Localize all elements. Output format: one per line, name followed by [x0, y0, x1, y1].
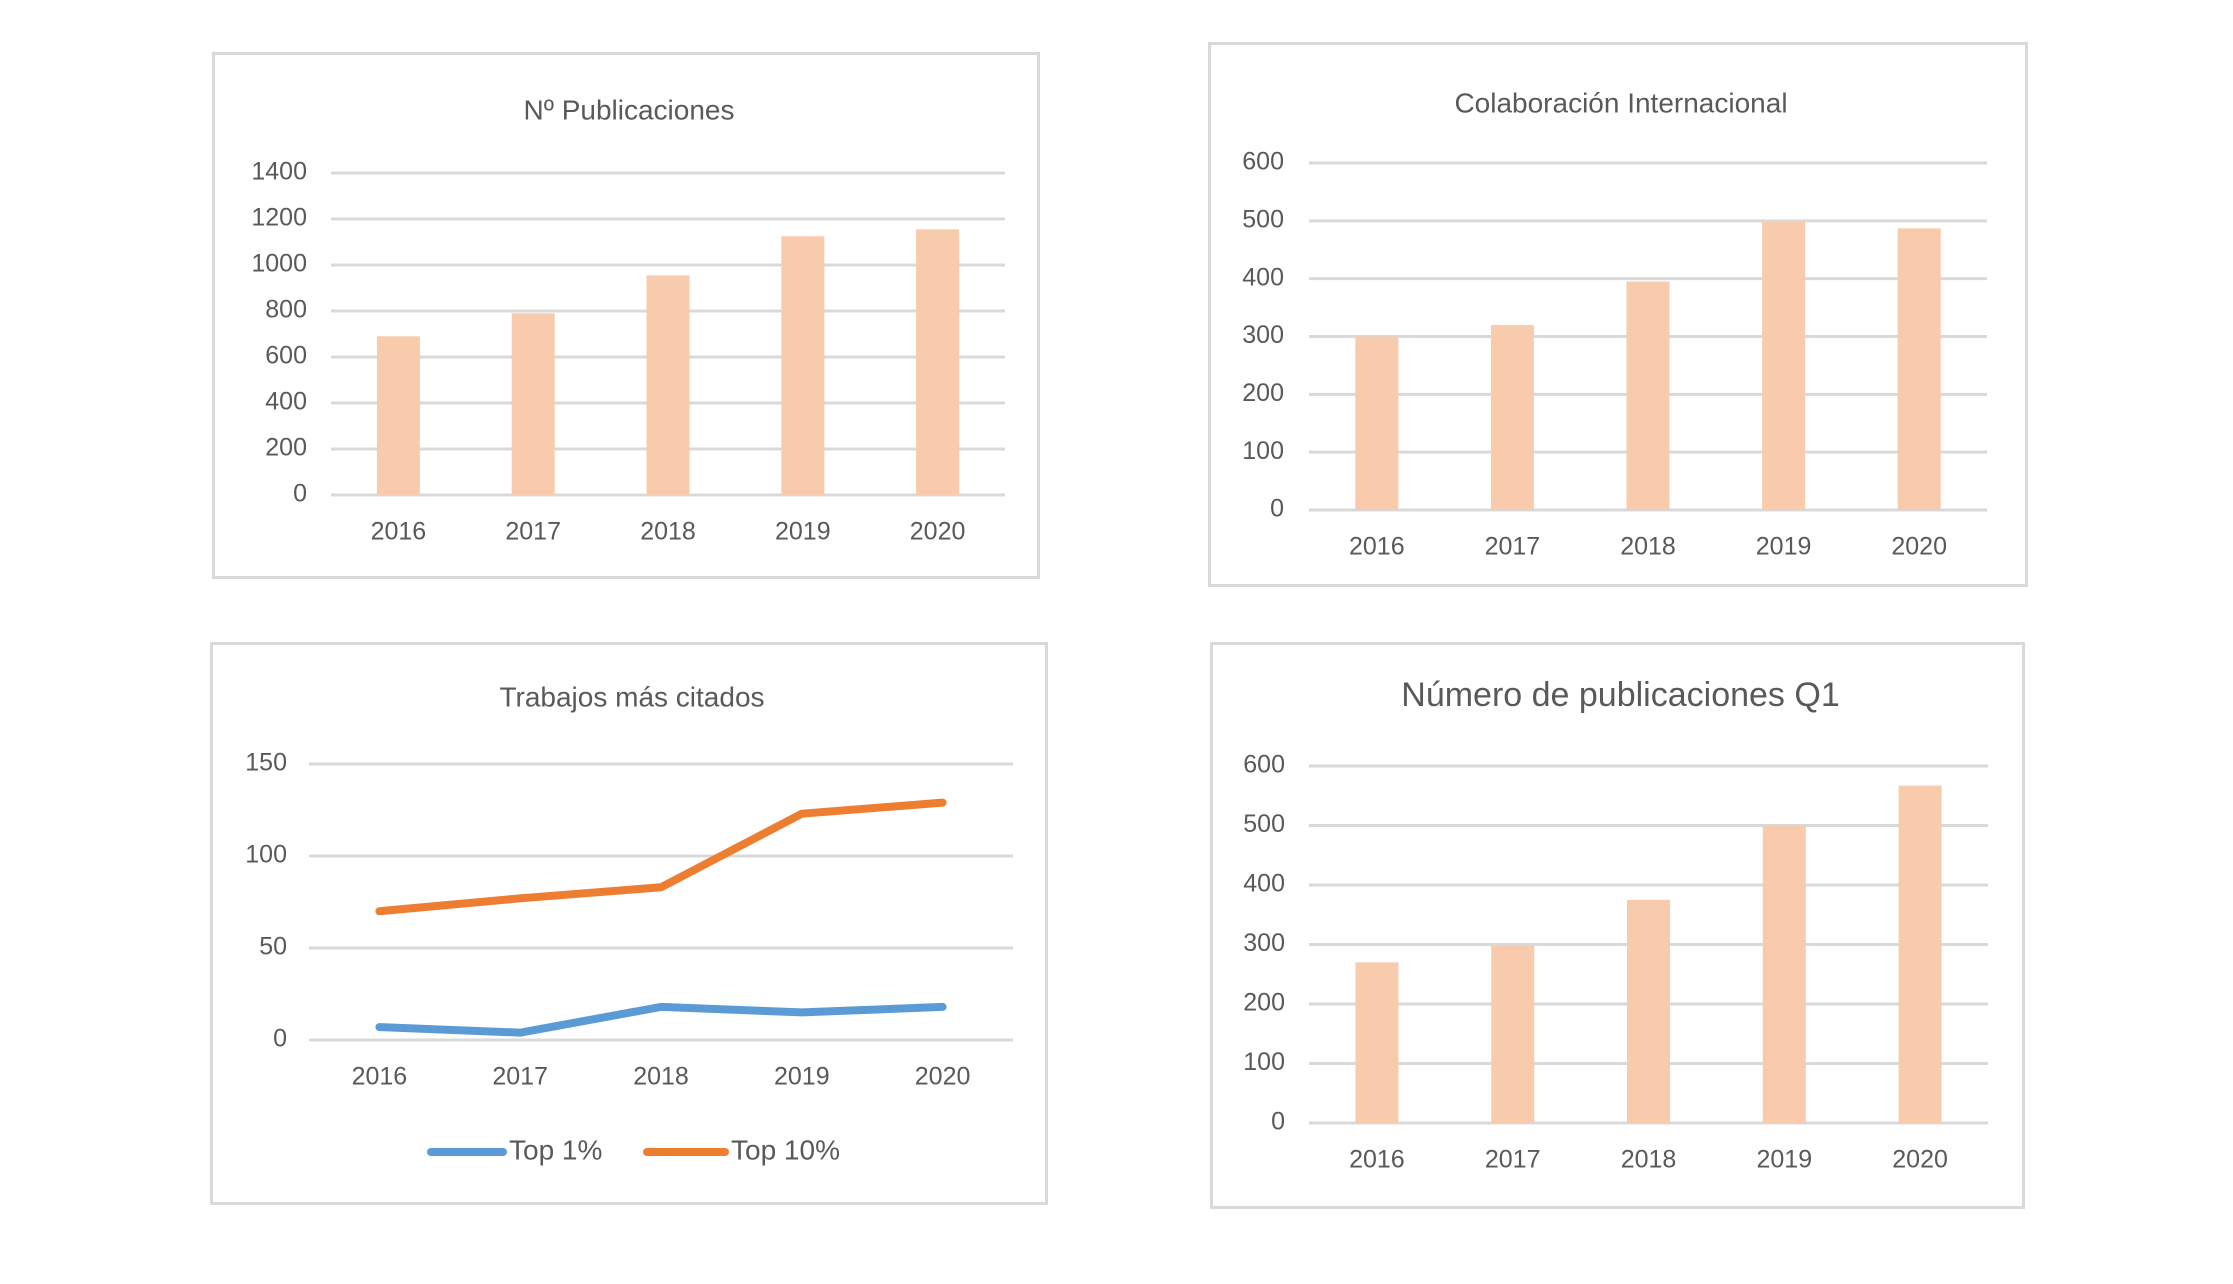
bar [916, 229, 960, 495]
bar [1491, 945, 1535, 1123]
y-tick-label: 400 [1242, 263, 1284, 291]
bar [1627, 899, 1670, 1123]
bar [1898, 785, 1942, 1123]
x-tick-label: 2016 [1349, 533, 1405, 561]
y-tick-label: 150 [245, 749, 287, 777]
y-tick-label: 50 [259, 933, 287, 961]
chart-svg: Número de publicaciones Q1 0 100 200 300 400 5… [1243, 676, 1988, 1174]
y-tick-label: 600 [1242, 148, 1284, 176]
legend-label: Top 10% [731, 1134, 840, 1165]
bar [1355, 962, 1399, 1123]
y-tick-label: 200 [265, 434, 307, 462]
bar [376, 336, 420, 495]
x-tick-label: 2020 [915, 1063, 971, 1091]
chart-trabajos-mas-citados: Trabajos más citados 0 50 100 150 2016 2017 201… [210, 642, 1048, 1205]
bar [1626, 281, 1670, 510]
series-line [375, 1002, 947, 1037]
y-tick-label: 400 [265, 388, 307, 416]
y-tick-label: 500 [1242, 205, 1284, 233]
y-tick-label: 1000 [251, 250, 307, 278]
bar [1762, 221, 1806, 511]
y-tick-label: 300 [1242, 321, 1284, 349]
x-tick-label: 2020 [1891, 533, 1947, 561]
chart-svg: Colaboración Internacional 0 100 200 300 400 5… [1242, 87, 1987, 561]
y-tick-label: 500 [1243, 810, 1285, 838]
y-tick-label: 0 [273, 1025, 287, 1053]
y-tick-label: 200 [1243, 989, 1285, 1017]
chart-publicaciones: Nº Publicaciones 0 200 400 600 800 1000 1200 140… [212, 52, 1040, 579]
x-tick-label: 2018 [633, 1063, 689, 1091]
x-tick-label: 2019 [1756, 1146, 1812, 1174]
x-tick-label: 2017 [1485, 533, 1541, 561]
bar [1490, 324, 1534, 510]
x-tick-label: 2016 [1349, 1146, 1405, 1174]
y-tick-label: 800 [265, 296, 307, 324]
x-tick-label: 2016 [371, 518, 427, 546]
y-tick-label: 100 [245, 841, 287, 869]
x-tick-label: 2018 [1620, 533, 1676, 561]
y-tick-label: 600 [1243, 751, 1285, 779]
x-tick-label: 2020 [910, 518, 966, 546]
x-tick-label: 2019 [775, 518, 831, 546]
bar [781, 236, 825, 495]
x-tick-label: 2017 [1485, 1146, 1541, 1174]
bar [1762, 825, 1806, 1123]
y-tick-label: 0 [1270, 495, 1284, 523]
chart-title: Número de publicaciones Q1 [1401, 676, 1839, 714]
x-tick-label: 2018 [1621, 1146, 1677, 1174]
x-tick-label: 2020 [1892, 1146, 1948, 1174]
chart-title: Nº Publicaciones [524, 94, 735, 125]
y-tick-label: 0 [293, 480, 307, 508]
x-tick-label: 2017 [505, 518, 561, 546]
x-tick-label: 2018 [640, 518, 696, 546]
bar [511, 313, 555, 495]
chart-title: Colaboración Internacional [1454, 87, 1787, 118]
chart-colaboracion-internacional: Colaboración Internacional 0 100 200 300 400 5… [1208, 42, 2028, 587]
bar [646, 275, 690, 495]
x-tick-label: 2017 [492, 1063, 548, 1091]
bar [1355, 336, 1399, 510]
y-tick-label: 400 [1243, 870, 1285, 898]
chart-svg: Trabajos más citados 0 50 100 150 2016 2017 201… [245, 681, 1013, 1165]
x-tick-label: 2016 [352, 1063, 408, 1091]
chart-title: Trabajos más citados [499, 681, 764, 712]
chart-svg: Nº Publicaciones 0 200 400 600 800 1000 1200 140… [251, 94, 1005, 546]
y-tick-label: 100 [1242, 437, 1284, 465]
series-line [375, 798, 947, 916]
chart-publicaciones-q1: Número de publicaciones Q1 0 100 200 300 400 5… [1210, 642, 2025, 1209]
y-tick-label: 100 [1243, 1048, 1285, 1076]
legend-label: Top 1% [509, 1134, 602, 1165]
y-tick-label: 300 [1243, 929, 1285, 957]
x-tick-label: 2019 [1756, 533, 1812, 561]
y-tick-label: 600 [265, 342, 307, 370]
y-tick-label: 1200 [251, 204, 307, 232]
x-tick-label: 2019 [774, 1063, 830, 1091]
y-tick-label: 0 [1271, 1108, 1285, 1136]
bar [1897, 228, 1941, 510]
y-tick-label: 200 [1242, 379, 1284, 407]
y-tick-label: 1400 [251, 158, 307, 186]
